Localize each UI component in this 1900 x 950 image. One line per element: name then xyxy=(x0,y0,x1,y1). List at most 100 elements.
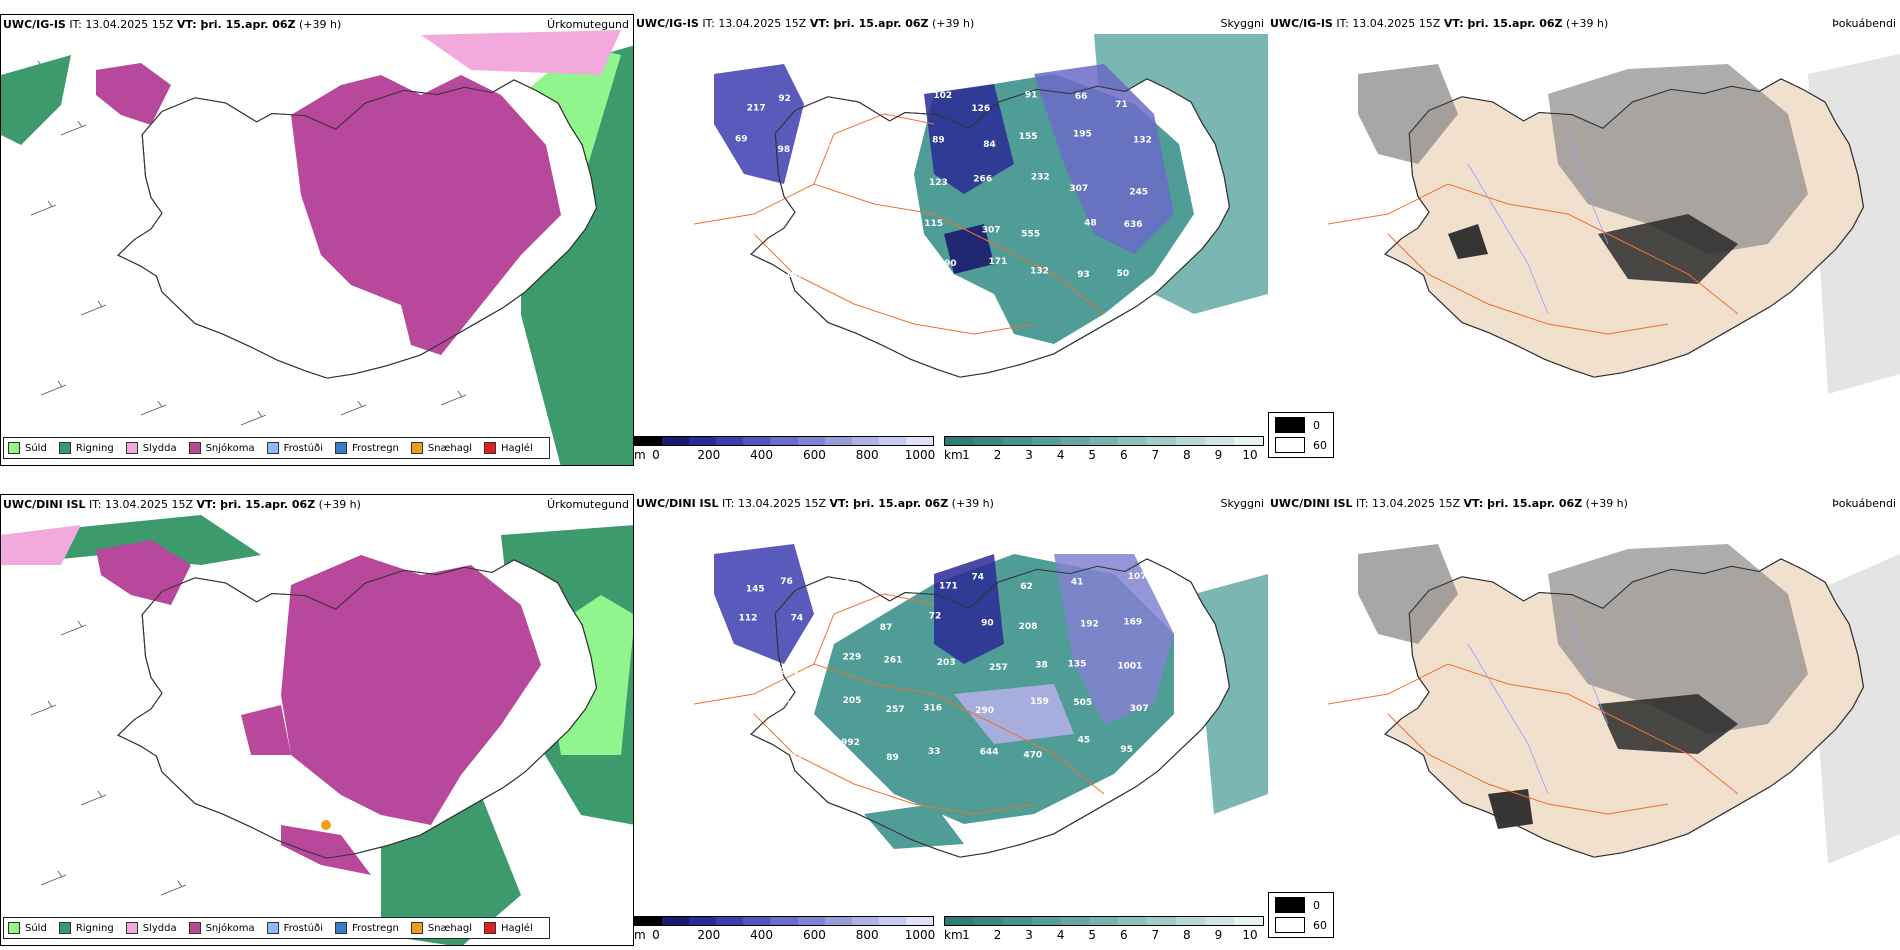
legend-item: Súld xyxy=(8,442,47,454)
legend-item: Súld xyxy=(8,922,47,934)
snow-area-south xyxy=(281,825,371,875)
precip-legend: Súld Rigning Slydda Snjókoma Frostúði Frostre… xyxy=(3,437,550,459)
visibility-label: 205 xyxy=(843,696,862,706)
visibility-label: 84 xyxy=(983,140,996,150)
visibility-label: 203 xyxy=(937,658,956,668)
scale-tick: 7 xyxy=(1151,928,1160,942)
panel-fog-igis: UWC/IG-IS IT: 13.04.2025 15Z VT: þri. 15… xyxy=(1268,14,1900,466)
visibility-label: 98 xyxy=(778,145,791,155)
visibility-label: 63 xyxy=(731,315,744,325)
legend-label: Snjókoma xyxy=(205,922,255,934)
scale-swatch xyxy=(797,437,825,445)
visibility-label: 66 xyxy=(1075,92,1088,102)
sleet-area xyxy=(421,30,621,75)
vis-scale-m: m 0 200 400 600 800 1000 xyxy=(634,916,936,946)
legend-label: Rigning xyxy=(75,442,114,454)
scale-swatch xyxy=(743,437,771,445)
visibility-label: 220 xyxy=(881,185,900,195)
fog-key-label: 60 xyxy=(1313,438,1327,452)
legend-swatch xyxy=(335,922,347,934)
visibility-label: 50 xyxy=(1117,269,1130,279)
scale-swatch xyxy=(1002,437,1032,445)
visibility-label: 87 xyxy=(880,623,893,633)
visibility-label: 117 xyxy=(833,179,852,189)
fog-grey-north xyxy=(1358,544,1458,644)
visibility-label: 33 xyxy=(928,747,941,757)
visibility-label: 307 xyxy=(982,225,1001,235)
scale-swatch xyxy=(1118,437,1148,445)
scale-swatch xyxy=(635,917,663,925)
visibility-label: 167 xyxy=(785,270,804,280)
rain-area-south xyxy=(521,295,633,465)
visibility-labels: 217 92 105 74 102 126 91 66 71 69 98 78 109 89 84 155 19… xyxy=(730,90,1152,325)
legend-item: Slydda xyxy=(125,442,177,454)
panel-header: UWC/IG-IS IT: 13.04.2025 15Z VT: þri. 15… xyxy=(636,17,975,30)
visibility-label: 274 xyxy=(779,667,798,677)
scale-swatch xyxy=(662,917,690,925)
legend-swatch xyxy=(410,922,423,934)
scale-tick: 3 xyxy=(1025,448,1033,462)
legend-label: Frostregn xyxy=(352,442,399,454)
roads xyxy=(693,593,1105,815)
scale-unit: km xyxy=(944,928,963,942)
fog-key-swatch xyxy=(1275,437,1305,453)
scale-tick: 1000 xyxy=(904,928,936,942)
scale-swatch xyxy=(1031,917,1061,925)
visibility-label: 42 xyxy=(974,305,987,315)
vis-scale-km: km 1 2 3 4 5 6 7 8 9 10 xyxy=(944,436,1264,466)
visibility-label: 261 xyxy=(884,656,903,666)
visibility-label: 155 xyxy=(1019,132,1038,142)
scale-swatch xyxy=(1118,917,1148,925)
fog-key-swatch xyxy=(1275,917,1305,933)
visibility-label: 195 xyxy=(1073,130,1092,140)
visibility-label: 505 xyxy=(1073,698,1092,708)
legend-item: Rigning xyxy=(58,922,114,934)
scale-tick: 1 xyxy=(962,448,970,462)
panel-precip-type-dini: UWC/DINI ISL IT: 13.04.2025 15Z VT: þri.… xyxy=(0,494,634,946)
legend-item: Slydda xyxy=(125,922,177,934)
visibility-label: 145 xyxy=(746,585,765,595)
visibility-label: 115 xyxy=(924,219,943,229)
visibility-label: 18 xyxy=(835,231,848,241)
visibility-label: 135 xyxy=(1068,660,1087,670)
visibility-label: 266 xyxy=(973,174,992,184)
panel-header: UWC/IG-IS IT: 13.04.2025 15Z VT: þri. 15… xyxy=(3,18,342,31)
legend-swatch xyxy=(484,922,497,934)
scale-swatch xyxy=(824,917,852,925)
scale-swatch xyxy=(1089,437,1119,445)
roads xyxy=(1327,663,1739,815)
fog-dark-2 xyxy=(1448,224,1488,259)
scale-tick: 0 xyxy=(652,448,660,462)
visibility-label: 171 xyxy=(791,751,810,761)
legend-item: Frostúði xyxy=(266,922,323,934)
scale-tick: 6 xyxy=(1119,928,1128,942)
scale-swatch xyxy=(1234,437,1263,445)
vis-scale-km: km 1 2 3 4 5 6 7 8 9 10 xyxy=(944,916,1264,946)
visibility-label: 257 xyxy=(886,705,905,715)
snow-area-main xyxy=(291,75,561,355)
visibility-label: 51 xyxy=(841,625,854,635)
legend-label: Rigning xyxy=(75,922,114,934)
scale-swatch xyxy=(945,437,974,445)
visibility-label: 160 xyxy=(730,659,749,669)
panel-title: Úrkomutegund xyxy=(547,18,629,31)
scale-tick: 9 xyxy=(1214,928,1223,942)
visibility-label: 92 xyxy=(778,94,791,104)
rivers xyxy=(1467,613,1609,795)
visibility-label: 105 xyxy=(843,90,862,100)
visibility-label: 69 xyxy=(735,134,748,144)
visibility-label: 132 xyxy=(1133,136,1152,146)
fog-key-swatch xyxy=(1275,417,1305,433)
low-vis-area-c xyxy=(944,224,994,274)
visibility-label: 151 xyxy=(747,745,766,755)
fog-key-label: 0 xyxy=(1313,898,1320,912)
legend-swatch xyxy=(188,922,201,934)
scale-swatch xyxy=(824,437,852,445)
visibility-label: 290 xyxy=(938,259,957,269)
scale-tick: 3 xyxy=(1025,928,1033,942)
visibility-label: 91 xyxy=(1025,90,1038,100)
scale-tick: 2 xyxy=(993,928,1002,942)
snow-area-north xyxy=(96,63,171,125)
scale-swatch xyxy=(797,917,825,925)
legend-item: Frostregn xyxy=(335,442,399,454)
